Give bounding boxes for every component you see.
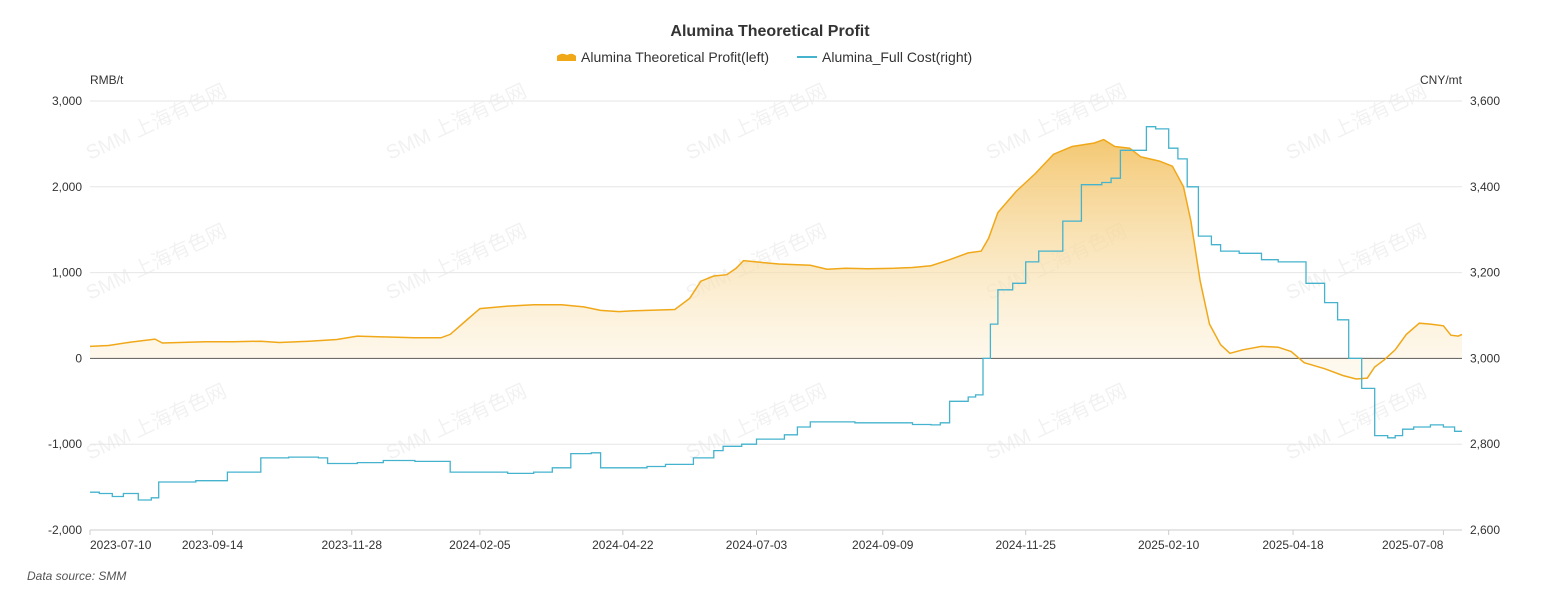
- left-tick-label: 2,000: [52, 180, 82, 194]
- x-tick-label: 2024-07-03: [726, 538, 788, 552]
- profit-area-layer: [89, 138, 1463, 380]
- watermark-text: SMM 上海有色网: [382, 219, 530, 304]
- left-tick-label: -1,000: [48, 437, 82, 451]
- x-axis: 2023-07-10 2023-09-14 2023-11-28 2024-02-05…: [89, 529, 1462, 552]
- watermark-text: SMM 上海有色网: [1282, 379, 1430, 464]
- legend-label-cost: Alumina_Full Cost(right): [822, 49, 972, 65]
- x-tick-label: 2024-04-22: [592, 538, 654, 552]
- cost-series-line: [90, 126, 1462, 501]
- left-axis-unit: RMB/t: [90, 73, 124, 87]
- right-axis: 3,600 3,400 3,200 3,000 2,800 2,600: [1470, 94, 1500, 537]
- x-tick-label: 2023-09-14: [182, 538, 244, 552]
- watermark-text: SMM 上海有色网: [382, 379, 530, 464]
- right-tick-label: 2,800: [1470, 437, 1500, 451]
- watermark-text: SMM 上海有色网: [82, 219, 230, 304]
- x-tick-label: 2025-04-18: [1262, 538, 1324, 552]
- right-tick-label: 3,000: [1470, 351, 1500, 365]
- watermark-text: SMM 上海有色网: [682, 79, 830, 164]
- profit-series-line: [89, 138, 1463, 380]
- x-tick-label: 2025-07-08: [1382, 538, 1444, 552]
- legend-item-cost[interactable]: Alumina_Full Cost(right): [797, 49, 972, 65]
- legend-label-profit: Alumina Theoretical Profit(left): [581, 49, 769, 65]
- left-tick-label: 1,000: [52, 266, 82, 280]
- right-tick-label: 3,200: [1470, 266, 1500, 280]
- legend-item-profit[interactable]: Alumina Theoretical Profit(left): [557, 49, 769, 65]
- x-tick-label: 2024-02-05: [449, 538, 511, 552]
- watermark-text: SMM 上海有色网: [382, 79, 530, 164]
- profit-area-fill: [90, 139, 1462, 379]
- watermark-text: SMM 上海有色网: [82, 79, 230, 164]
- left-tick-label: -2,000: [48, 523, 82, 537]
- watermark-text: SMM 上海有色网: [82, 379, 230, 464]
- x-tick-label: 2024-09-09: [852, 538, 914, 552]
- watermark-text: SMM 上海有色网: [982, 379, 1130, 464]
- x-tick-label: 2024-11-25: [995, 538, 1056, 552]
- watermark-text: SMM 上海有色网: [682, 379, 830, 464]
- left-axis: 3,000 2,000 1,000 0 -1,000 -2,000: [48, 94, 82, 537]
- left-tick-label: 3,000: [52, 94, 82, 108]
- right-tick-label: 3,600: [1470, 94, 1500, 108]
- x-tick-label: 2023-11-28: [322, 538, 383, 552]
- legend-area-swatch: [557, 53, 576, 61]
- cost-line-layer: [90, 126, 1462, 501]
- watermark-text: SMM 上海有色网: [1282, 79, 1430, 164]
- right-axis-unit: CNY/mt: [1420, 73, 1463, 87]
- x-tick-label: 2023-07-10: [90, 538, 152, 552]
- right-tick-label: 3,400: [1470, 180, 1500, 194]
- legend: Alumina Theoretical Profit(left) Alumina…: [557, 49, 972, 65]
- right-tick-label: 2,600: [1470, 523, 1500, 537]
- x-tick-label: 2025-02-10: [1138, 538, 1200, 552]
- left-tick-label: 0: [75, 351, 82, 365]
- data-source-note: Data source: SMM: [27, 569, 126, 583]
- chart-title: Alumina Theoretical Profit: [670, 23, 870, 40]
